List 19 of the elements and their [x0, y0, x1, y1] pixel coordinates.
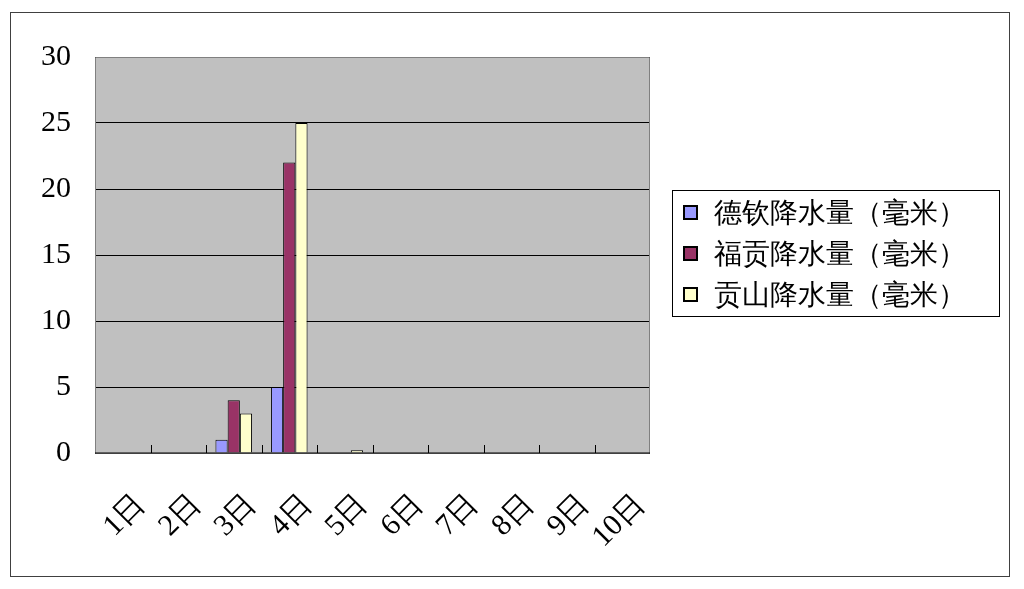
- y-tick-label: 30: [41, 37, 71, 71]
- y-tick-label: 0: [56, 433, 71, 467]
- x-tick-label: 5日: [317, 486, 373, 542]
- x-tick-label: 6日: [372, 486, 429, 542]
- x-tick-label: 1日: [95, 486, 151, 542]
- x-tick-label: 9日: [539, 486, 595, 542]
- y-tick-label: 15: [41, 235, 71, 269]
- x-tick-label: 4日: [261, 486, 318, 542]
- legend-label: 福贡降水量（毫米）: [714, 236, 966, 271]
- legend-label: 德钦降水量（毫米）: [714, 195, 966, 230]
- x-tick-label: 7日: [428, 486, 484, 542]
- x-tick-label: 8日: [483, 486, 540, 542]
- legend-label: 贡山降水量（毫米）: [714, 277, 966, 312]
- y-tick-label: 20: [41, 169, 71, 203]
- x-tick-label: 3日: [206, 486, 262, 542]
- x-tick-label: 2日: [150, 486, 207, 542]
- y-tick-label: 25: [41, 103, 71, 137]
- y-tick-label: 5: [56, 367, 71, 401]
- y-tick-label: 10: [41, 301, 71, 335]
